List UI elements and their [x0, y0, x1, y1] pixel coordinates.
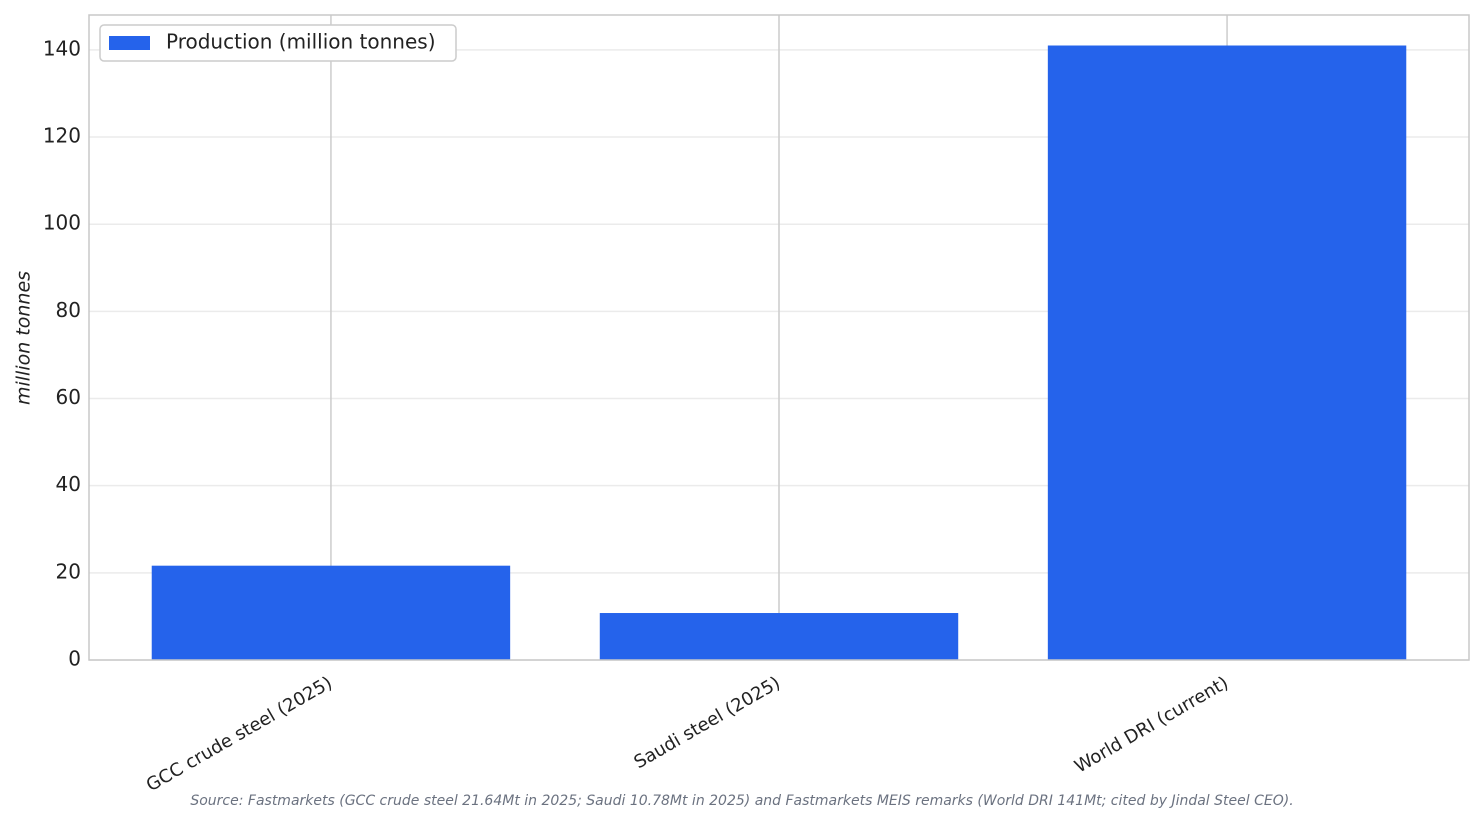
x-tick-label: Saudi steel (2025)	[630, 672, 784, 773]
y-tick-label: 60	[56, 385, 81, 409]
x-tick-label: GCC crude steel (2025)	[143, 672, 336, 796]
y-tick-label: 0	[68, 647, 81, 671]
y-tick-label: 40	[56, 472, 81, 496]
bar	[151, 565, 511, 660]
y-tick-label: 80	[56, 298, 81, 322]
legend-label: Production (million tonnes)	[166, 30, 436, 54]
y-axis-label: million tonnes	[13, 271, 35, 405]
bar	[1047, 45, 1407, 660]
legend-swatch	[109, 36, 150, 50]
y-tick-label: 20	[56, 559, 81, 583]
y-tick-label: 140	[43, 36, 81, 60]
plot-frame	[88, 14, 1470, 661]
bar	[599, 613, 959, 660]
x-tick-label: World DRI (current)	[1071, 672, 1232, 777]
source-note: Source: Fastmarkets (GCC crude steel 21.…	[190, 793, 1293, 809]
y-tick-label: 120	[43, 124, 81, 148]
y-tick-label: 100	[43, 211, 81, 235]
legend-box	[99, 24, 457, 62]
